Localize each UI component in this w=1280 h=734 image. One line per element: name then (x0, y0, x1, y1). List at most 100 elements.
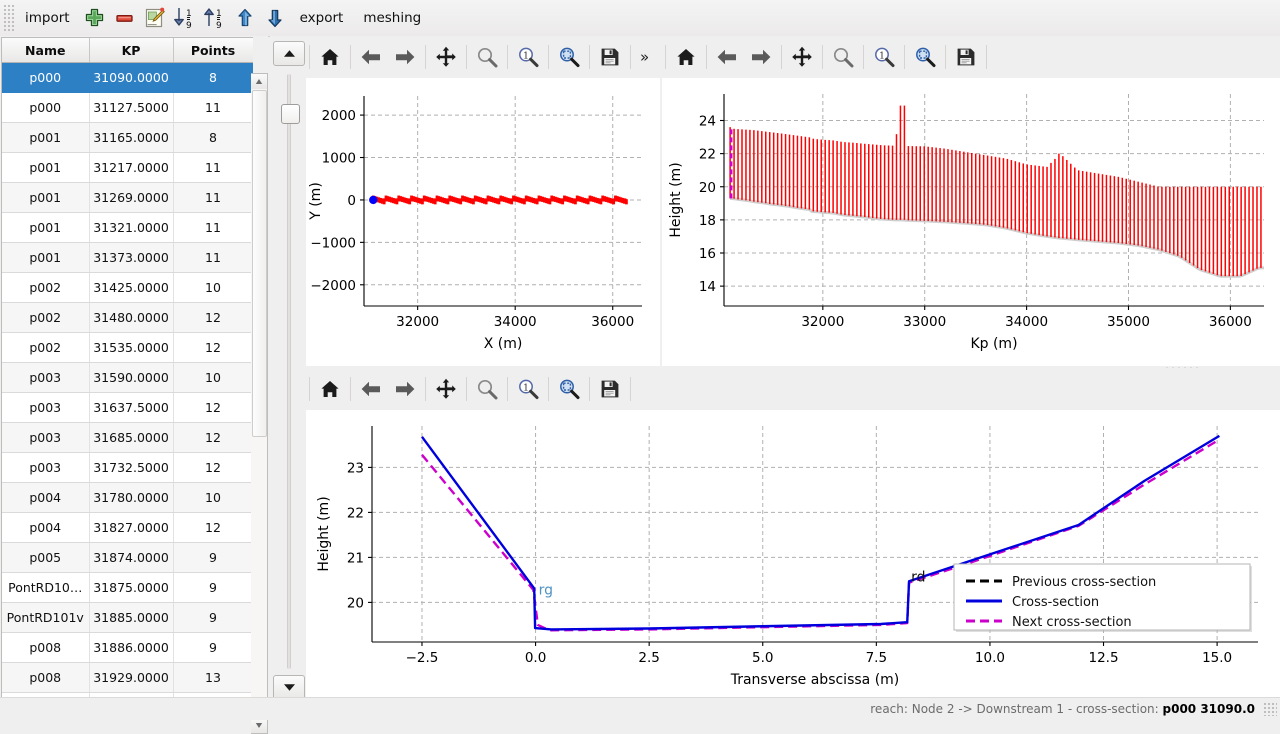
home-icon[interactable] (313, 372, 347, 406)
cell-kp[interactable]: 31732.5000 (89, 452, 174, 483)
cell-kp[interactable]: 31480.0000 (89, 302, 174, 333)
cell-points[interactable]: 8 (173, 62, 253, 93)
cell-name[interactable]: p001 (2, 122, 90, 153)
column-header-points[interactable]: Points (173, 38, 253, 63)
scroll-up-button[interactable] (251, 74, 267, 89)
move-up-icon[interactable] (230, 3, 260, 33)
toolbar-overflow-button[interactable]: » (640, 48, 650, 66)
cell-points[interactable]: 12 (173, 332, 253, 363)
cell-name[interactable] (2, 692, 90, 698)
toolbar-drag-grip[interactable] (3, 5, 15, 31)
table-row[interactable]: p004 31780.0000 10 (2, 482, 253, 513)
cell-kp[interactable]: 31165.0000 (89, 122, 174, 153)
table-row[interactable]: p001 31373.0000 11 (2, 242, 253, 273)
cell-name[interactable]: p001 (2, 182, 90, 213)
zoom-icon[interactable] (470, 40, 504, 74)
cell-kp[interactable]: 31886.0000 (89, 632, 174, 663)
cell-points[interactable]: 12 (173, 422, 253, 453)
table-row[interactable]: p000 31090.0000 8 (2, 62, 253, 93)
table-row[interactable]: p001 31165.0000 8 (2, 122, 253, 153)
cell-kp[interactable] (89, 692, 174, 698)
zoom-one-icon[interactable]: 1 (511, 40, 545, 74)
cell-name[interactable]: p001 (2, 242, 90, 273)
table-row[interactable]: p002 31535.0000 12 (2, 332, 253, 363)
cross-section-table[interactable]: Name KP Points p000 31090.0000 8 p000 31127.… (1, 37, 253, 699)
table-row[interactable]: p002 31425.0000 10 (2, 272, 253, 303)
cell-name[interactable]: p000 (2, 92, 90, 123)
cell-name[interactable]: p002 (2, 302, 90, 333)
slider-step-up-button[interactable] (273, 41, 305, 66)
slider-groove[interactable] (287, 74, 291, 669)
cell-kp[interactable]: 31685.0000 (89, 422, 174, 453)
table-row[interactable]: p005 31874.0000 9 (2, 542, 253, 573)
zoom-icon[interactable] (826, 40, 860, 74)
sort-ascending-icon[interactable]: 1 9 (200, 3, 230, 33)
cell-name[interactable]: p004 (2, 482, 90, 513)
cell-name[interactable]: p008 (2, 662, 90, 693)
forward-arrow-icon[interactable] (388, 372, 422, 406)
cell-points[interactable]: 13 (173, 662, 253, 693)
home-icon[interactable] (313, 40, 347, 74)
resize-grip[interactable] (1263, 702, 1277, 716)
table-row[interactable]: p001 31217.0000 11 (2, 152, 253, 183)
cell-name[interactable]: p003 (2, 452, 90, 483)
cell-points[interactable]: 10 (173, 272, 253, 303)
cell-name[interactable]: p003 (2, 422, 90, 453)
cell-name[interactable]: p003 (2, 392, 90, 423)
cell-name[interactable]: p003 (2, 362, 90, 393)
zoom-rect-icon[interactable] (552, 372, 586, 406)
pan-icon[interactable] (429, 372, 463, 406)
cell-points[interactable]: 12 (173, 512, 253, 543)
table-row[interactable]: p008 31929.0000 13 (2, 662, 253, 693)
table-row[interactable]: p003 31590.0000 10 (2, 362, 253, 393)
table-scrollbar[interactable] (251, 73, 268, 734)
move-down-icon[interactable] (260, 3, 290, 33)
cell-name[interactable]: p001 (2, 212, 90, 243)
zoom-rect-icon[interactable] (552, 40, 586, 74)
home-icon[interactable] (669, 40, 703, 74)
table-row[interactable]: p003 31732.5000 12 (2, 452, 253, 483)
table-row[interactable]: p002 31480.0000 12 (2, 302, 253, 333)
slider-handle[interactable] (281, 104, 300, 124)
pan-icon[interactable] (785, 40, 819, 74)
cell-name[interactable]: p001 (2, 152, 90, 183)
table-row[interactable]: PontRD10… 31875.0000 9 (2, 572, 253, 603)
cell-kp[interactable]: 31535.0000 (89, 332, 174, 363)
pan-icon[interactable] (429, 40, 463, 74)
table-row[interactable]: p003 31685.0000 12 (2, 422, 253, 453)
cell-points[interactable]: 9 (173, 572, 253, 603)
cell-name[interactable]: p000 (2, 62, 90, 93)
cell-points[interactable]: 12 (173, 452, 253, 483)
cell-name[interactable]: PontRD101v (2, 602, 90, 633)
add-icon[interactable] (80, 3, 110, 33)
cell-kp[interactable]: 31885.0000 (89, 602, 174, 633)
cell-points[interactable]: 11 (173, 212, 253, 243)
cell-name[interactable]: p004 (2, 512, 90, 543)
cell-kp[interactable]: 31780.0000 (89, 482, 174, 513)
back-arrow-icon[interactable] (354, 40, 388, 74)
cell-points[interactable]: 12 (173, 302, 253, 333)
cross-section-index-slider[interactable] (270, 36, 306, 700)
cell-points[interactable]: 12 (173, 392, 253, 423)
scrollbar-thumb[interactable] (252, 90, 267, 437)
cell-name[interactable]: p008 (2, 632, 90, 663)
zoom-rect-icon[interactable] (908, 40, 942, 74)
back-arrow-icon[interactable] (354, 372, 388, 406)
edit-icon[interactable] (140, 3, 170, 33)
cell-points[interactable]: 11 (173, 92, 253, 123)
import-menu[interactable]: import (25, 10, 70, 26)
meshing-menu[interactable]: meshing (363, 10, 422, 26)
table-row[interactable]: p001 31269.0000 11 (2, 182, 253, 213)
table-row[interactable]: PontRD101v 31885.0000 9 (2, 602, 253, 633)
export-menu[interactable]: export (299, 10, 344, 26)
vertical-splitter[interactable] (660, 36, 662, 366)
table-row[interactable]: p003 31637.5000 12 (2, 392, 253, 423)
cell-points[interactable]: 11 (173, 242, 253, 273)
zoom-one-icon[interactable]: 1 (867, 40, 901, 74)
cell-points[interactable]: 8 (173, 122, 253, 153)
cell-kp[interactable]: 31127.5000 (89, 92, 174, 123)
cell-kp[interactable]: 31590.0000 (89, 362, 174, 393)
zoom-icon[interactable] (470, 372, 504, 406)
table-row[interactable]: p000 31127.5000 11 (2, 92, 253, 123)
cell-points[interactable]: 9 (173, 632, 253, 663)
